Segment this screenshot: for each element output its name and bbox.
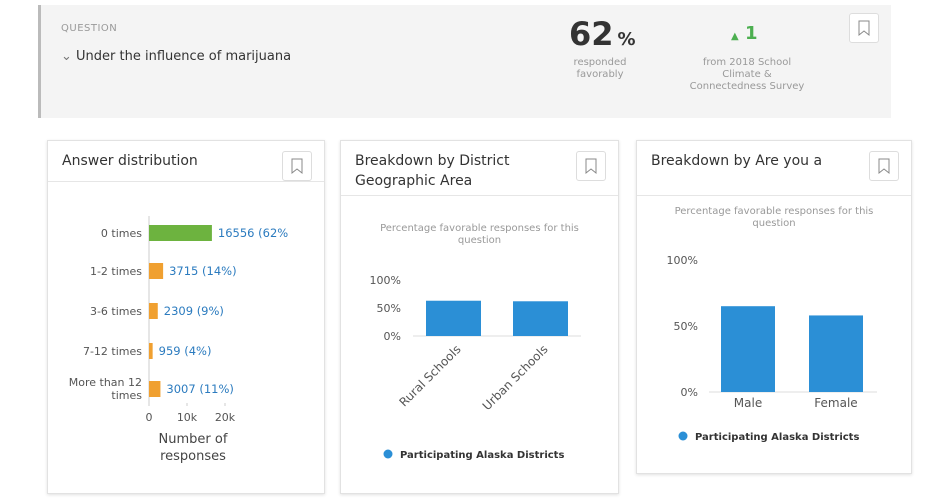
x-tick-label: 20k [215, 411, 236, 424]
chart: 16556 (62% 3715 (14%) 2309 (9%) 959 (4%) 300… [146, 216, 288, 424]
bar [149, 343, 153, 359]
bar [149, 263, 164, 279]
score-unit: % [617, 29, 636, 50]
x-tick-label: 10k [177, 411, 198, 424]
x-axis-label: Number of responses [158, 432, 228, 464]
legend-label: Participating Alaska Districts [400, 450, 564, 461]
category-label: 7-12 times [82, 344, 142, 358]
x-tick-label: Female [814, 396, 857, 410]
question-header: QUESTION ⌄ Under the influence of mariju… [38, 5, 891, 118]
score-caption: responded favorably [573, 57, 627, 80]
bar [149, 225, 212, 241]
chart-card: Answer distribution 16556 (62% 3715 (14%) 2… [47, 140, 325, 494]
x-tick-label: Urban Schools [480, 342, 551, 413]
chart-subtitle: Percentage favorable responses for this … [674, 206, 874, 229]
card-divider [637, 195, 911, 196]
y-tick-label: 100% [667, 254, 698, 267]
bar [149, 381, 161, 397]
change-caption: from 2018 School Climate & Connectedness… [689, 57, 805, 92]
card-title: Answer distribution [62, 153, 198, 169]
y-tick-label: 50% [674, 320, 698, 333]
score-value: 62 [569, 15, 614, 53]
legend-label: Participating Alaska Districts [695, 432, 859, 443]
bookmark-icon [291, 158, 303, 175]
bookmark-icon [878, 158, 890, 175]
change-value: 1 [744, 23, 758, 44]
bar [149, 303, 158, 319]
bookmark-icon [858, 20, 870, 37]
bar [809, 315, 863, 392]
x-tick-label: Male [734, 396, 762, 410]
y-tick-label: 100% [370, 274, 401, 287]
chart: 0% 50% 100% Male Female Participating Alaska … [667, 254, 877, 443]
bookmark-button[interactable] [849, 13, 879, 43]
bookmark-button[interactable] [282, 151, 312, 181]
card-divider [48, 181, 324, 182]
x-tick-label: 0 [146, 411, 153, 424]
value-label: 3007 (11%) [166, 382, 233, 396]
category-label: 3-6 times [89, 304, 142, 318]
bar [721, 306, 775, 392]
change: ▲ 1 [731, 23, 758, 44]
y-tick-label: 0% [681, 386, 698, 399]
value-label: 959 (4%) [159, 344, 212, 358]
legend-marker [383, 449, 393, 459]
legend-marker [678, 431, 688, 441]
question-name: Under the influence of marijuana [76, 49, 292, 64]
value-label: 2309 (9%) [164, 304, 224, 318]
bar [513, 301, 568, 336]
chart-card: Breakdown by Are you a 0% 50% 100% Male Femal… [636, 140, 912, 474]
question-text[interactable]: ⌄ Under the influence of marijuana [61, 49, 292, 64]
category-label: 1-2 times [89, 264, 142, 278]
card-title: Breakdown by District Geographic Area [355, 153, 510, 189]
value-label: 3715 (14%) [169, 264, 236, 278]
question-label: QUESTION [61, 23, 118, 34]
chart-subtitle: Percentage favorable responses for this … [380, 223, 579, 246]
x-tick-label: Rural Schools [396, 342, 463, 409]
bookmark-button[interactable] [576, 151, 606, 181]
y-tick-label: 0% [384, 330, 401, 343]
bookmark-button[interactable] [869, 151, 899, 181]
card-divider [341, 195, 618, 196]
bar [426, 300, 481, 336]
chart-card: Breakdown by District Geographic Area 0% 5… [340, 140, 619, 494]
value-label: 16556 (62% [218, 226, 288, 240]
category-label: More than 12 times [68, 376, 142, 402]
y-tick-label: 50% [377, 302, 401, 315]
bookmark-icon [585, 158, 597, 175]
score: 62% [569, 15, 636, 53]
chart: 0% 50% 100% Rural Schools Urban Schools Parti… [370, 274, 581, 461]
card-title: Breakdown by Are you a [651, 153, 823, 169]
category-label: 0 times [100, 226, 142, 240]
